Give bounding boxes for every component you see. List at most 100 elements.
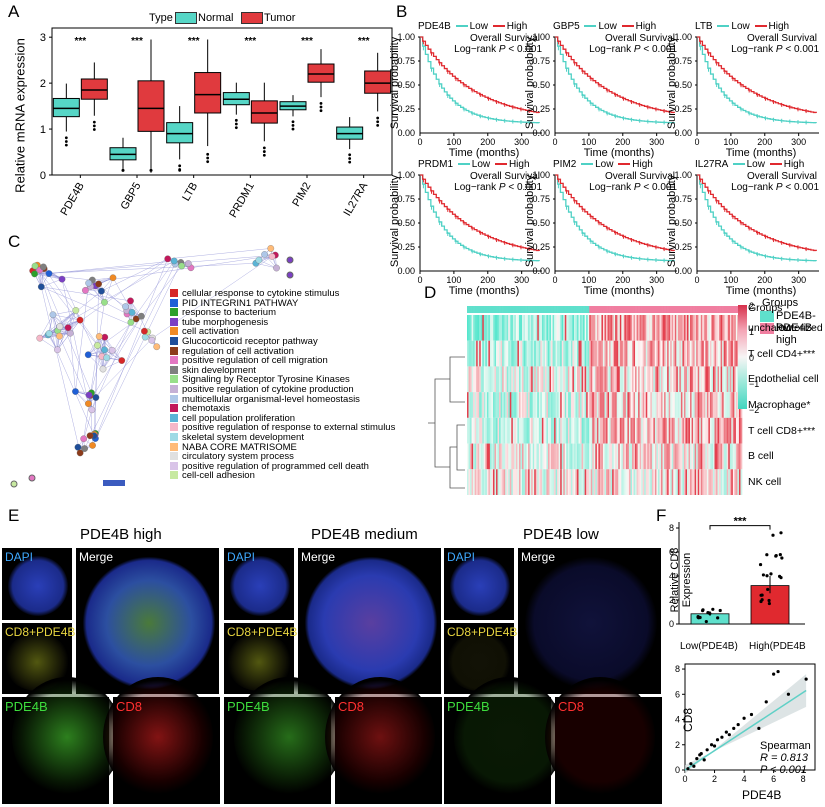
heatmap-cell — [534, 366, 537, 393]
heatmap-cell — [712, 340, 715, 367]
groups-cell — [552, 306, 555, 313]
survival-curve-high — [420, 36, 540, 114]
heatmap-cell — [734, 443, 737, 470]
heatmap-cell — [702, 443, 705, 470]
significance-mark: *** — [301, 36, 313, 47]
heatmap-cell — [479, 340, 482, 367]
heatmap-cell — [505, 340, 508, 367]
x-tick-label: 0 — [553, 275, 558, 285]
groups-cell — [636, 306, 639, 313]
heatmap-cell — [711, 392, 714, 418]
heatmap-cell — [709, 417, 712, 444]
groups-cell — [583, 306, 585, 313]
heatmap-cell — [616, 392, 619, 418]
network-edge — [59, 336, 93, 410]
heatmap-cell — [670, 392, 673, 418]
heatmap-cell — [505, 366, 508, 393]
heatmap-cell — [667, 392, 669, 418]
heatmap-cell — [491, 340, 494, 367]
heatmap-cell — [700, 417, 703, 444]
heatmap-cell — [581, 392, 584, 418]
heatmap-cell — [541, 366, 544, 393]
groups-cell — [541, 306, 544, 313]
heatmap-cell — [717, 443, 720, 470]
heatmap-cell — [706, 340, 709, 367]
groups-cell — [716, 306, 718, 313]
heatmap-cell — [596, 417, 599, 444]
heatmap-cell — [638, 340, 640, 367]
heatmap-cell — [468, 366, 471, 393]
heatmap-cell — [551, 340, 553, 367]
enrichment-term: Glucocorticoid receptor pathway — [170, 337, 318, 347]
heatmap-cell — [485, 469, 488, 495]
y-tick-label: 0.00 — [674, 266, 692, 276]
y-tick-label: 0.50 — [674, 218, 692, 228]
heatmap-cell — [486, 392, 489, 418]
groups-cell — [703, 306, 706, 313]
heatmap-cell — [645, 366, 648, 393]
heatmap-cell — [486, 417, 489, 444]
heatmap-cell — [515, 392, 518, 418]
network-edge — [48, 254, 276, 274]
heatmap-cell — [703, 443, 706, 470]
heatmap-cell — [555, 315, 558, 341]
heatmap-cell — [622, 469, 625, 495]
groups-cell — [595, 306, 598, 313]
heatmap-cell — [680, 392, 683, 418]
outlier-point — [348, 153, 352, 157]
heatmap-cell — [541, 469, 544, 495]
heatmap-cell — [674, 392, 677, 418]
legend-high-line — [754, 25, 767, 28]
heatmap-cell — [577, 392, 579, 418]
heatmap-cell — [638, 366, 640, 393]
heatmap-cell — [728, 469, 731, 495]
groups-cell — [581, 306, 584, 313]
groups-cell — [467, 306, 469, 313]
heatmap-cell — [680, 340, 683, 367]
heatmap-cell — [644, 392, 647, 418]
heatmap-cell — [679, 315, 682, 341]
network-edge — [92, 262, 182, 446]
heatmap-cell — [482, 417, 485, 444]
heatmap-cell — [470, 417, 472, 444]
heatmap-cell — [531, 366, 533, 393]
heatmap-cell — [586, 392, 588, 418]
heatmap-cell — [694, 340, 697, 367]
heatmap-cell — [575, 469, 578, 495]
network-node — [122, 303, 129, 310]
network-node — [82, 286, 89, 294]
heatmap-cell — [471, 340, 474, 367]
heatmap-cell — [699, 340, 702, 367]
heatmap-cell — [589, 469, 592, 495]
network-edge — [59, 258, 168, 337]
groups-cell — [688, 306, 691, 313]
network-node — [273, 264, 280, 272]
groups-legend-title: Groups — [762, 297, 799, 309]
heatmap-cell — [578, 469, 581, 495]
heatmap-cell — [526, 443, 529, 470]
heatmap-cell — [685, 469, 688, 495]
heatmap-cell — [584, 366, 587, 393]
network-node — [95, 280, 102, 288]
heatmap-cell — [540, 469, 543, 495]
heatmap-cell — [676, 392, 679, 418]
heatmap-cell — [492, 469, 495, 495]
heatmap-cell — [632, 392, 634, 418]
network-edge — [52, 310, 76, 315]
heatmap-cell — [488, 417, 491, 444]
heatmap-cell — [467, 469, 469, 495]
heatmap-cell — [500, 469, 503, 495]
heatmap-cell — [711, 417, 714, 444]
heatmap-cell — [486, 315, 489, 341]
heatmap-cell — [520, 443, 523, 470]
heatmap-cell — [638, 417, 640, 444]
heatmap-cell — [476, 417, 478, 444]
heatmap-cell — [682, 340, 685, 367]
outlier-point — [206, 152, 210, 156]
heatmap-cell — [630, 392, 633, 418]
heatmap-cell — [544, 366, 547, 393]
heatmap-cell — [546, 366, 549, 393]
heatmap-cell — [522, 315, 524, 341]
groups-cell — [647, 306, 650, 313]
heatmap-cell — [567, 340, 570, 367]
